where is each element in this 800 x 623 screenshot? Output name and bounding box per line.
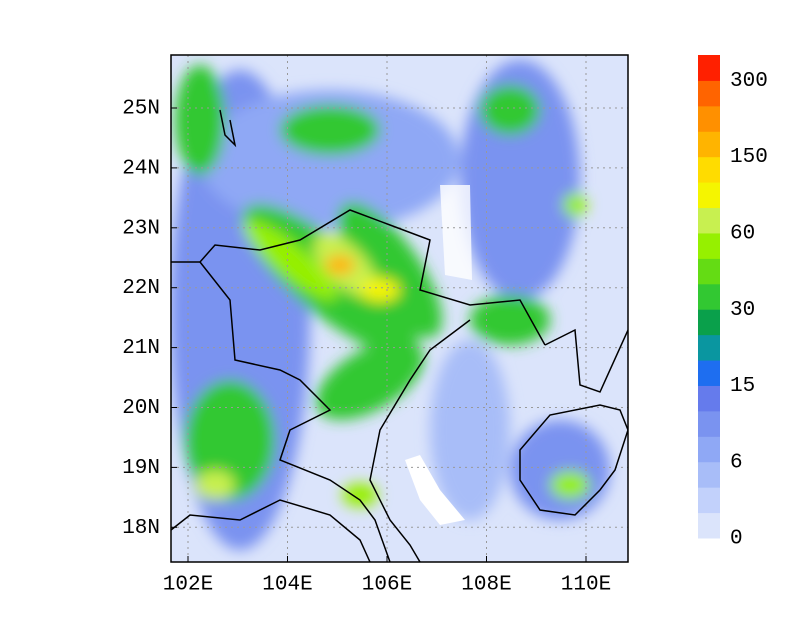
lat-tick-label: 19N: [122, 457, 160, 480]
colorbar-segment: [698, 461, 720, 488]
colorbar-segment: [698, 156, 720, 183]
coastlines: [171, 109, 628, 562]
colorbar-segment: [698, 182, 720, 209]
colorbar-label: 60: [730, 222, 755, 245]
colorbar-segment: [698, 207, 720, 234]
colorbar-segment: [698, 334, 720, 361]
colorbar-label: 300: [730, 70, 768, 93]
colorbar-segment: [698, 309, 720, 336]
colorbar-segment: [698, 487, 720, 514]
colorbar-label: 30: [730, 299, 755, 322]
colorbar-segment: [698, 55, 720, 81]
map-frame: [170, 54, 629, 563]
colorbar-segment: [698, 232, 720, 259]
colorbar: 0 6 15 30 60 150 300: [698, 55, 768, 551]
colorbar-segment: [698, 80, 720, 107]
colorbar-segment: [698, 131, 720, 158]
lat-tick-label: 22N: [122, 277, 160, 300]
lon-tick-label: 106E: [362, 574, 412, 597]
lon-tick-label: 108E: [461, 574, 511, 597]
axes: 102E 104E 106E 108E 110E 25N 24N 23N 22N 21N 20N 19…: [122, 98, 611, 597]
lat-tick-label: 25N: [122, 98, 160, 121]
lat-tick-label: 23N: [122, 217, 160, 240]
lat-tick-label: 21N: [122, 337, 160, 360]
colorbar-segment: [698, 436, 720, 463]
colorbar-segment: [698, 283, 720, 310]
colorbar-label: 0: [730, 528, 743, 551]
lat-tick-label: 18N: [122, 517, 160, 540]
grid: [171, 55, 628, 562]
colorbar-segment: [698, 385, 720, 412]
colorbar-segment: [698, 512, 720, 539]
colorbar-segment: [698, 105, 720, 132]
colorbar-label: 15: [730, 375, 755, 398]
lat-tick-label: 24N: [122, 157, 160, 180]
precip-field: [171, 55, 628, 562]
colorbar-segment: [698, 258, 720, 285]
colorbar-label: 150: [730, 146, 768, 169]
lat-tick-label: 20N: [122, 397, 160, 420]
lon-tick-label: 102E: [163, 574, 213, 597]
colorbar-segment: [698, 360, 720, 386]
lon-tick-label: 110E: [561, 574, 611, 597]
lon-tick-label: 104E: [262, 574, 312, 597]
colorbar-segment: [698, 410, 720, 437]
colorbar-label: 6: [730, 451, 743, 474]
